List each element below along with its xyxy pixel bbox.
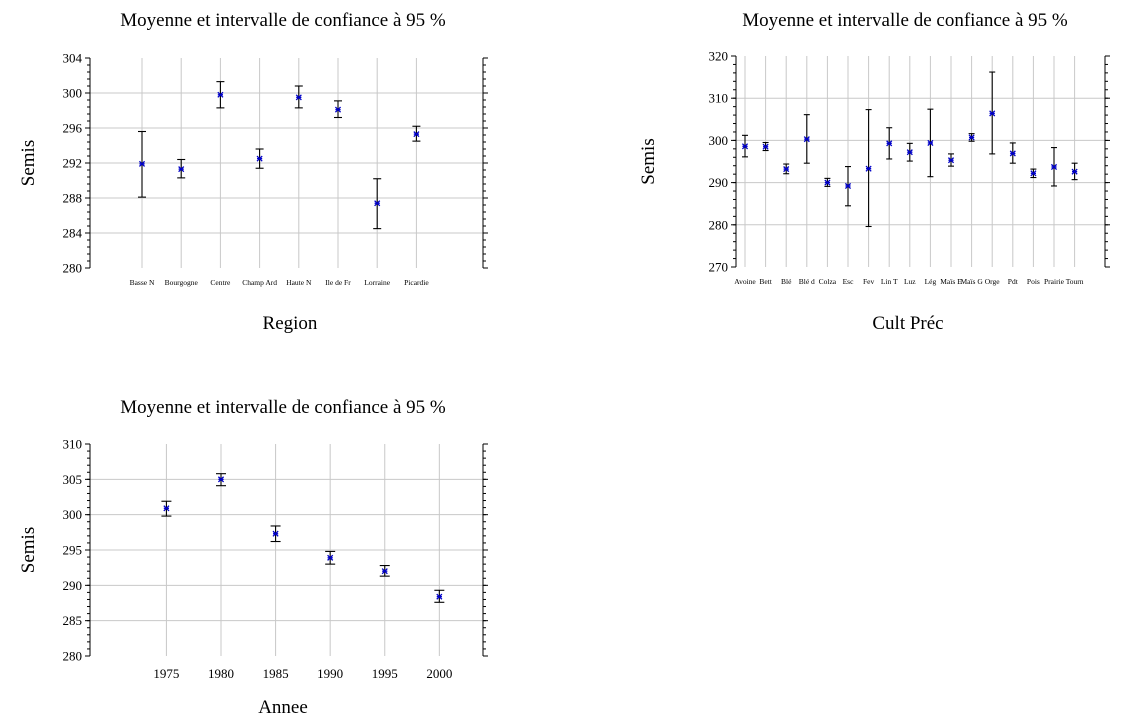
chart-2: 270 280 290 300 310 320 Avoine Bett Blé Blé d Colz… — [638, 10, 1110, 334]
x-tick-label: Picardie — [404, 278, 429, 287]
x-tick-label: Blé d — [799, 277, 815, 286]
y-tick-label: 300 — [63, 507, 83, 522]
y-tick-label: 280 — [709, 217, 729, 232]
x-tick-label: Avoine — [734, 277, 756, 286]
mean-point — [1050, 163, 1058, 171]
mean-point — [989, 110, 996, 117]
x-tick-label: Tourn — [1066, 277, 1084, 286]
mean-point — [374, 200, 381, 207]
x-tick-label: Pois — [1027, 277, 1040, 286]
x-tick-label: Colza — [819, 277, 837, 286]
x-tick-label: Lég — [925, 277, 937, 286]
mean-point — [844, 182, 852, 190]
mean-point — [413, 131, 420, 138]
y-tick-label: 305 — [63, 472, 83, 487]
x-tick-label: Maïs E — [940, 277, 962, 286]
mean-point — [327, 554, 334, 561]
y-tick-label: 300 — [709, 133, 729, 148]
x-tick-label: Bourgogne — [165, 278, 199, 287]
mean-point — [1009, 150, 1016, 157]
mean-point — [906, 149, 913, 156]
mean-point — [947, 157, 955, 164]
mean-point — [824, 179, 831, 186]
y-tick-label: 292 — [63, 156, 83, 171]
y-tick-label: 296 — [63, 121, 83, 136]
mean-point — [1030, 170, 1037, 177]
mean-point — [741, 143, 749, 150]
x-tick-label: 1980 — [208, 666, 234, 681]
mean-point — [272, 530, 279, 537]
mean-point — [968, 134, 975, 141]
x-tick-label: 1995 — [372, 666, 398, 681]
y-tick-label: 310 — [709, 91, 729, 106]
x-tick-label: Bett — [759, 277, 772, 286]
y-tick-label: 270 — [709, 260, 729, 275]
x-axis-label: Annee — [258, 697, 308, 718]
y-tick-label: 320 — [709, 49, 729, 64]
mean-point — [138, 160, 146, 167]
mean-point — [256, 155, 263, 162]
mean-point — [178, 166, 185, 173]
mean-point — [295, 94, 302, 101]
y-tick-label: 300 — [63, 86, 83, 101]
mean-point — [783, 166, 790, 173]
x-tick-label: Lin T — [881, 277, 898, 286]
x-tick-label: Ile de Fr — [325, 278, 351, 287]
chart-title: Moyenne et intervalle de confiance à 95 … — [742, 10, 1068, 31]
y-axis-label: Semis — [638, 138, 659, 184]
x-tick-label: Fev — [863, 277, 875, 286]
x-tick-label: Champ Ard — [242, 278, 277, 287]
mean-point — [762, 143, 769, 150]
x-tick-label: 1990 — [317, 666, 343, 681]
mean-point — [927, 139, 934, 146]
mean-point — [886, 140, 893, 147]
x-tick-label: Blé — [781, 277, 792, 286]
mean-point — [865, 165, 872, 172]
x-tick-label: 1975 — [153, 666, 179, 681]
chart-3: 280 285 290 295 300 305 310 1975 1980 1985 1990 199… — [18, 397, 488, 718]
y-tick-label: 290 — [63, 578, 83, 593]
x-tick-label: Centre — [210, 278, 231, 287]
x-axis-label: Cult Préc — [872, 313, 943, 334]
x-tick-label: Maïs G — [960, 277, 983, 286]
x-axis-label: Region — [263, 313, 318, 334]
y-tick-label: 290 — [709, 175, 729, 190]
mean-point — [381, 568, 388, 575]
mean-point — [163, 505, 170, 512]
x-tick-label: Esc — [843, 277, 855, 286]
y-tick-label: 288 — [63, 191, 83, 206]
y-tick-label: 280 — [63, 649, 83, 664]
mean-point — [217, 91, 224, 98]
mean-point — [803, 136, 810, 143]
y-axis-label: Semis — [18, 527, 39, 573]
chart-title: Moyenne et intervalle de confiance à 95 … — [120, 10, 446, 31]
y-tick-label: 310 — [63, 437, 83, 452]
x-tick-label: Basse N — [130, 278, 155, 287]
y-tick-label: 295 — [63, 543, 83, 558]
x-tick-label: Orge — [985, 277, 1001, 286]
x-tick-label: 2000 — [426, 666, 452, 681]
x-tick-label: Prairie — [1044, 277, 1065, 286]
y-tick-label: 284 — [63, 226, 83, 241]
chart-1: 280 284 288 292 296 300 304 Basse N Bourgogne Cen… — [18, 10, 488, 334]
x-tick-label: Haute N — [286, 278, 312, 287]
chart-title: Moyenne et intervalle de confiance à 95 … — [120, 397, 446, 418]
y-tick-label: 304 — [63, 51, 83, 66]
x-tick-label: Pdt — [1008, 277, 1019, 286]
y-tick-label: 285 — [63, 613, 83, 628]
y-tick-label: 280 — [63, 261, 83, 276]
x-tick-label: Lorraine — [364, 278, 390, 287]
mean-point — [436, 593, 443, 600]
mean-point — [1071, 168, 1078, 175]
y-axis-label: Semis — [18, 140, 39, 186]
x-tick-label: 1985 — [263, 666, 289, 681]
mean-point — [334, 106, 342, 113]
x-tick-label: Luz — [904, 277, 916, 286]
mean-point — [217, 476, 225, 483]
